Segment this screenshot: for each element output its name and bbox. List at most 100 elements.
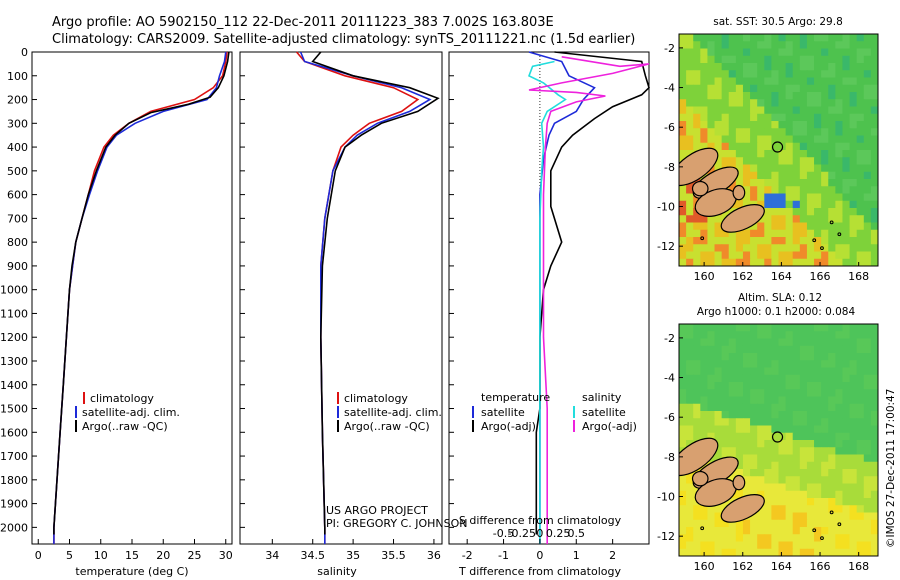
legend-temperature-title: temperature: [481, 391, 550, 404]
xtick-1-1: 34.5: [300, 549, 325, 562]
islet-1: [837, 522, 842, 527]
header-line-1: Argo profile: AO 5902150_112 22-Dec-2011…: [52, 15, 554, 30]
s-xtick-0: -0.5: [493, 527, 514, 540]
depth-tick-1: 100: [7, 70, 28, 83]
sal-legend-satellite: satellite-adj. clim.: [344, 406, 442, 419]
depth-tick-17: 1700: [0, 450, 28, 463]
islet-2: [812, 528, 817, 533]
depth-tick-10: 1000: [0, 284, 28, 297]
islet-0: [829, 510, 834, 515]
map-xtick-4-4: 168: [848, 560, 869, 573]
series-0-2: [53, 51, 230, 535]
xtick-2-4: 2: [609, 549, 616, 562]
xtick-0-5: 25: [188, 549, 202, 562]
xtick-2-1: -1: [498, 549, 509, 562]
temperature-legend: climatology satellite-adj. clim. Argo(..…: [75, 392, 180, 433]
project-credit: US ARGO PROJECT: [326, 504, 428, 517]
island-5: [732, 184, 746, 201]
depth-tick-14: 1400: [0, 379, 28, 392]
island-3: [720, 204, 765, 233]
series-0-1: [53, 51, 227, 544]
legend-t-satellite: satellite: [481, 406, 525, 419]
imos-stamp: ©IMOS 27-Dec-2011 17:00:47: [885, 389, 897, 548]
series-0-0: [53, 51, 228, 544]
s-xtick-2: 0: [536, 527, 543, 540]
sst-map-title: sat. SST: 30.5 Argo: 29.8: [713, 16, 843, 28]
map-ytick-4-0: -2: [664, 332, 675, 345]
temperature-xlabel: temperature (deg C): [75, 565, 188, 578]
series-1-2: [311, 51, 440, 535]
series-2-1: [535, 51, 650, 535]
depth-tick-13: 1300: [0, 355, 28, 368]
t-diff-label: T difference from climatology: [458, 565, 621, 578]
island-4: [691, 180, 709, 197]
depth-tick-6: 600: [7, 189, 28, 202]
series-2-2: [527, 60, 567, 544]
legend-satellite: satellite-adj. clim.: [82, 406, 180, 419]
xtick-0-0: 0: [35, 549, 42, 562]
s-diff-label: S difference from climatology: [459, 514, 622, 527]
depth-tick-20: 2000: [0, 521, 28, 534]
depth-tick-2: 200: [7, 94, 28, 107]
map-xtick-3-2: 164: [771, 270, 792, 283]
depth-tick-18: 1800: [0, 474, 28, 487]
map-ytick-4-2: -6: [664, 411, 675, 424]
map-xtick-3-4: 168: [848, 270, 869, 283]
map-xtick-4-3: 166: [810, 560, 831, 573]
islet-3: [820, 246, 824, 251]
map-ytick-3-5: -12: [657, 240, 675, 253]
legend-s-satellite: satellite: [582, 406, 626, 419]
map-ytick-3-4: -10: [657, 201, 675, 214]
legend-s-argo: Argo(-adj): [582, 420, 637, 433]
xtick-2-0: -2: [462, 549, 473, 562]
xtick-1-0: 34: [265, 549, 279, 562]
islet-2: [812, 238, 817, 243]
s-xtick-4: 0.5: [568, 527, 586, 540]
depth-tick-15: 1500: [0, 403, 28, 416]
depth-axis: 0 100 200 300 400 500 600 700 800 900 1000 1100 1200…: [0, 46, 454, 534]
temperature-panel: 0 5 10 15 20 25 30 temperature (deg C) climato…: [31, 51, 233, 578]
depth-tick-16: 1600: [0, 426, 28, 439]
island-0: [679, 437, 719, 477]
depth-tick-4: 400: [7, 141, 28, 154]
map-ytick-4-3: -8: [664, 451, 675, 464]
depth-tick-3: 300: [7, 117, 28, 130]
xtick-0-4: 20: [156, 549, 170, 562]
sal-legend-climatology: climatology: [344, 392, 408, 405]
salinity-panel: 34 34.5 35 35.5 36 salinity climatology sate…: [239, 51, 467, 578]
islet-4: [700, 526, 705, 531]
xtick-1-4: 36: [427, 549, 441, 562]
depth-tick-7: 700: [7, 212, 28, 225]
depth-tick-11: 1100: [0, 307, 28, 320]
island-5: [732, 474, 746, 491]
islet-4: [700, 236, 705, 241]
map-ytick-3-3: -8: [664, 161, 675, 174]
island-0: [679, 147, 719, 187]
depth-tick-9: 900: [7, 260, 28, 273]
series-2-3: [528, 56, 650, 544]
xtick-0-2: 10: [94, 549, 108, 562]
xtick-2-3: 1: [573, 549, 580, 562]
map-ytick-3-1: -4: [664, 82, 675, 95]
argo-position-marker: [771, 141, 784, 153]
xtick-1-3: 35.5: [381, 549, 406, 562]
sla-map-title-2: Argo h1000: 0.1 h2000: 0.084: [697, 306, 856, 318]
legend-argo: Argo(..raw -QC): [82, 420, 168, 433]
xtick-1-2: 35: [346, 549, 360, 562]
islet-0: [829, 220, 834, 225]
map-ytick-4-4: -10: [657, 491, 675, 504]
map-xtick-3-1: 162: [732, 270, 753, 283]
depth-tick-19: 1900: [0, 498, 28, 511]
header-line-2: Climatology: CARS2009. Satellite-adjuste…: [52, 32, 635, 47]
legend-salinity-title: salinity: [582, 391, 622, 404]
sal-legend-argo: Argo(..raw -QC): [344, 420, 430, 433]
salinity-xlabel: salinity: [317, 565, 357, 578]
islet-3: [820, 536, 824, 541]
series-1-0: [295, 51, 420, 544]
depth-tick-5: 500: [7, 165, 28, 178]
depth-tick-0: 0: [21, 46, 28, 59]
map-ytick-4-5: -12: [657, 530, 675, 543]
map-ytick-4-1: -4: [664, 372, 675, 385]
sla-map-title-1: Altim. SLA: 0.12: [738, 292, 822, 304]
islet-1: [837, 232, 842, 237]
